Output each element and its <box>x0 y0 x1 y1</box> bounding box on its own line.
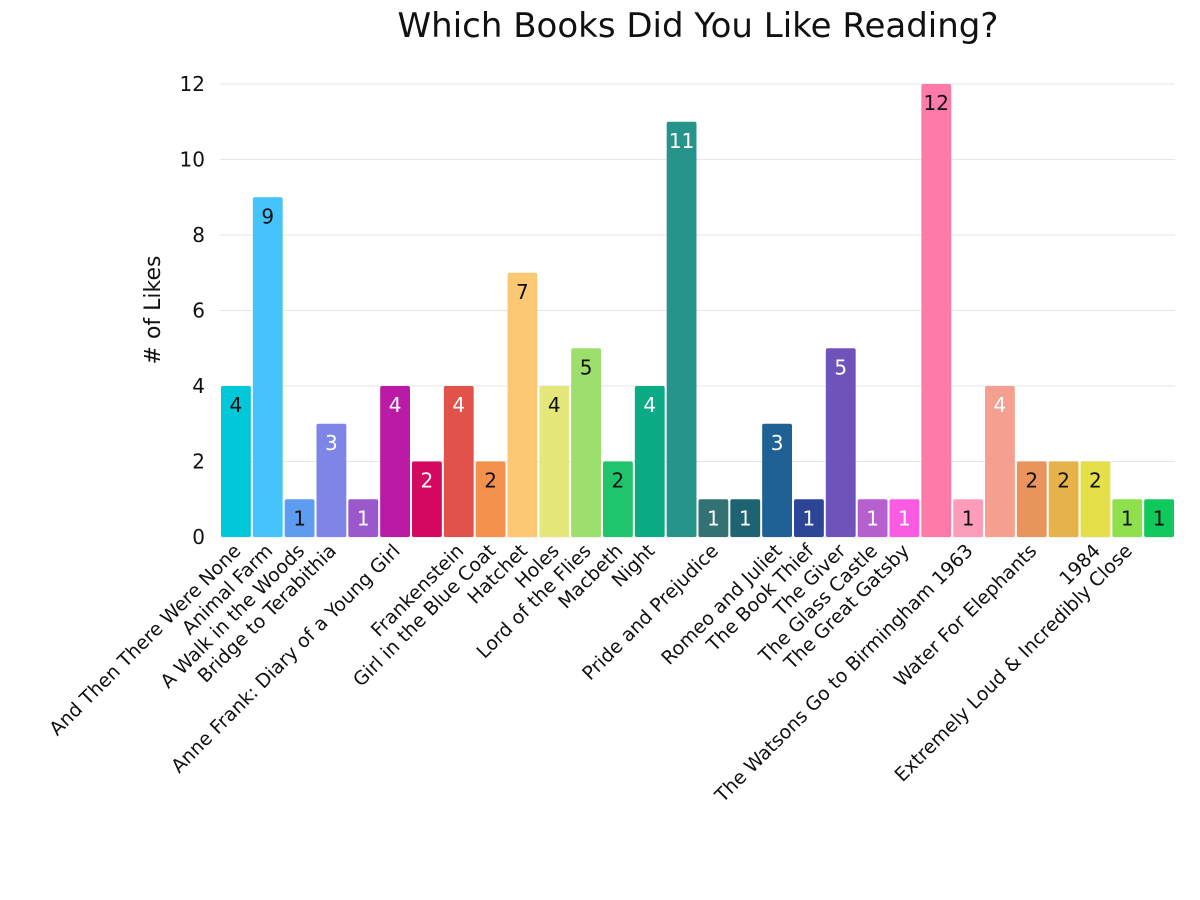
bar <box>698 499 729 537</box>
y-axis-title: # of Likes <box>141 256 166 365</box>
bar-value-label: 1 <box>962 506 975 530</box>
bar <box>730 499 761 537</box>
bar-value-label: 4 <box>389 393 402 417</box>
y-tick-label: 10 <box>180 148 205 172</box>
bar <box>1144 499 1174 537</box>
bar <box>348 499 379 537</box>
bar-value-label: 2 <box>1057 469 1070 493</box>
bar-value-label: 3 <box>325 431 338 455</box>
bar <box>1112 499 1143 537</box>
bar-value-label: 4 <box>548 393 561 417</box>
y-tick-label: 2 <box>192 450 205 474</box>
bar <box>1016 461 1047 537</box>
bar <box>921 84 952 537</box>
bar <box>794 499 824 537</box>
bar-value-label: 2 <box>421 469 434 493</box>
bar <box>857 499 888 537</box>
bar-value-label: 1 <box>866 506 879 530</box>
y-tick-label: 0 <box>192 525 205 549</box>
bar-value-label: 1 <box>1121 506 1134 530</box>
bar-value-label: 2 <box>1025 469 1038 493</box>
bar-value-label: 7 <box>516 280 529 304</box>
bar-value-label: 2 <box>484 469 497 493</box>
bar-value-label: 1 <box>707 506 720 530</box>
bar-value-label: 1 <box>898 506 911 530</box>
bar <box>1048 461 1079 537</box>
bar <box>221 386 251 537</box>
bar-value-label: 11 <box>669 129 694 153</box>
bar-value-label: 5 <box>580 355 593 379</box>
bar <box>539 386 570 537</box>
y-tick-label: 4 <box>192 374 205 398</box>
chart-title: Which Books Did You Like Reading? <box>397 6 999 46</box>
bar-value-label: 4 <box>994 393 1007 417</box>
bar <box>252 197 283 537</box>
bar-value-label: 1 <box>803 506 816 530</box>
bar-value-label: 4 <box>230 393 243 417</box>
bar-value-label: 1 <box>739 506 752 530</box>
bar-value-label: 1 <box>1153 506 1166 530</box>
bar-value-label: 3 <box>771 431 784 455</box>
bar <box>889 499 920 537</box>
gridlines <box>220 83 1175 538</box>
bar <box>443 386 474 537</box>
y-tick-label: 12 <box>180 72 205 96</box>
bar <box>985 386 1015 537</box>
bar <box>953 499 983 537</box>
bars <box>221 84 1174 537</box>
bar <box>507 272 538 537</box>
bar <box>284 499 315 537</box>
bar <box>762 423 792 537</box>
bar <box>603 461 633 537</box>
y-tick-label: 6 <box>192 299 205 323</box>
bar <box>634 386 665 537</box>
bar-value-label: 2 <box>612 469 625 493</box>
bar <box>380 386 410 537</box>
y-axis-ticks: 0 2 4 6 8 10 12 <box>180 72 205 549</box>
bar <box>475 461 506 537</box>
bar-value-label: 1 <box>293 506 306 530</box>
bar-value-label: 9 <box>261 204 274 228</box>
bar <box>1080 461 1111 537</box>
bar <box>571 348 601 537</box>
bar-value-label: 4 <box>452 393 465 417</box>
bar-value-label: 12 <box>924 91 949 115</box>
bar-value-label: 5 <box>834 355 847 379</box>
bar-value-label: 1 <box>357 506 370 530</box>
bar <box>316 423 347 537</box>
y-tick-label: 8 <box>192 223 205 247</box>
bar <box>412 461 442 537</box>
bar-value-label: 2 <box>1089 469 1102 493</box>
bar-value-label: 4 <box>643 393 656 417</box>
bar <box>825 348 856 537</box>
bar <box>666 121 697 537</box>
